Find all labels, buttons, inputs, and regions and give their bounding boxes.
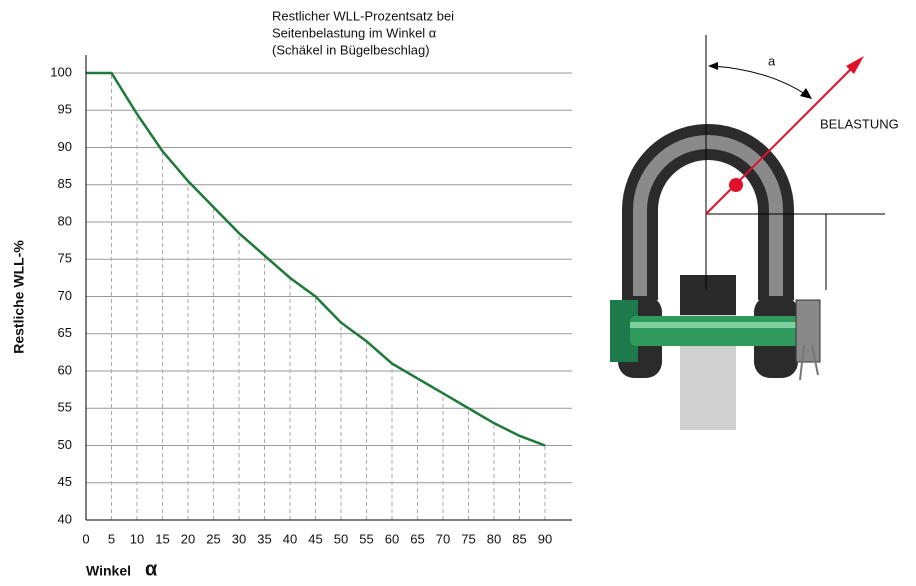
plot: 40 45 50 55 60 65 70 75 80 85 90 95 100 0 5 10 15 20 25 30 3… — [50, 55, 572, 546]
x-tick-label: 90 — [538, 531, 552, 546]
y-tick-label: 90 — [58, 139, 72, 154]
x-tick-label: 50 — [334, 531, 348, 546]
x-tick-label: 45 — [308, 531, 322, 546]
plate-top — [680, 275, 736, 315]
x-tick-label: 85 — [512, 531, 526, 546]
x-tick-label: 40 — [283, 531, 297, 546]
arc-arrow — [708, 62, 718, 70]
y-tick-label: 100 — [50, 64, 72, 79]
x-tick-label: 0 — [82, 531, 89, 546]
x-tick-label: 75 — [461, 531, 475, 546]
arc-arrow — [800, 88, 812, 99]
y-tick-label: 55 — [58, 400, 72, 415]
x-tick-label: 70 — [436, 531, 450, 546]
load-label: BELASTUNG — [820, 116, 899, 131]
load-point — [729, 178, 743, 192]
y-tick-label: 40 — [58, 511, 72, 526]
y-tick-label: 75 — [58, 251, 72, 266]
x-tick-label: 10 — [130, 531, 144, 546]
bolt — [630, 316, 818, 346]
y-tick-label: 95 — [58, 102, 72, 117]
x-axis-symbol: α — [145, 558, 158, 580]
page: Restlicher WLL-Prozentsatz bei Seitenbel… — [0, 0, 916, 581]
x-tick-label: 60 — [385, 531, 399, 546]
x-axis-label: Winkel — [86, 563, 131, 579]
title-line: Restlicher WLL-Prozentsatz bei — [272, 8, 454, 23]
bolt-highlight — [630, 322, 818, 328]
y-tick-label: 50 — [58, 437, 72, 452]
y-tick-label: 85 — [58, 176, 72, 191]
angle-label: a — [768, 53, 776, 68]
x-tick-label: 55 — [359, 531, 373, 546]
x-tick-label: 30 — [232, 531, 246, 546]
x-tick-label: 35 — [257, 531, 271, 546]
x-tick-label: 15 — [155, 531, 169, 546]
y-tick-label: 60 — [58, 362, 72, 377]
title-line: (Schäkel in Bügelbeschlag) — [272, 42, 430, 57]
y-tick-label: 70 — [58, 288, 72, 303]
y-tick-label: 80 — [58, 213, 72, 228]
angle-arc — [712, 66, 808, 96]
y-tick-label: 45 — [58, 474, 72, 489]
nut — [796, 300, 820, 362]
x-tick-label: 25 — [206, 531, 220, 546]
shackle-diagram: a BELASTUNG — [610, 35, 899, 430]
x-tick-label: 65 — [410, 531, 424, 546]
y-axis-label: Restliche WLL-% — [11, 240, 27, 354]
x-tick-label: 80 — [487, 531, 501, 546]
chart-title: Restlicher WLL-Prozentsatz bei Seitenbel… — [272, 8, 454, 57]
x-tick-label: 20 — [181, 531, 195, 546]
y-tick-label: 65 — [58, 325, 72, 340]
x-tick-label: 5 — [108, 531, 115, 546]
title-line: Seitenbelastung im Winkel α — [272, 25, 437, 40]
